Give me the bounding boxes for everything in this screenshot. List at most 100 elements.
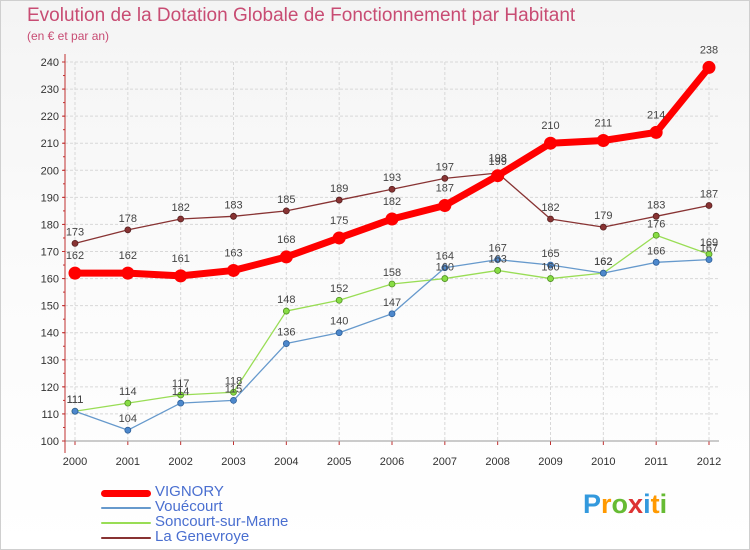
data-label-la-genevroye: 173: [66, 226, 84, 238]
x-tick-label: 2010: [591, 456, 615, 468]
point-soncourt-sur-marne: [335, 296, 343, 304]
data-label-soncourt-sur-marne: 118: [225, 375, 243, 387]
data-label-la-genevroye: 189: [330, 183, 348, 195]
point-la-genevroye: [547, 215, 554, 223]
data-label-vou-court: 114: [172, 386, 190, 398]
point-vou-court: [177, 399, 185, 407]
grid-layer: [65, 61, 719, 442]
point-soncourt-sur-marne: [230, 388, 237, 396]
point-vignory: [438, 198, 452, 212]
point-vou-court: [335, 329, 343, 337]
x-tick-label: 2004: [274, 456, 298, 468]
data-label-vignory: 211: [595, 118, 613, 130]
data-label-vignory: 210: [541, 120, 559, 132]
legend-swatch: [101, 522, 151, 524]
point-la-genevroye: [652, 212, 660, 220]
proxiti-logo: Proxiti: [583, 489, 667, 520]
y-tick-label: 180: [41, 219, 59, 231]
point-vou-court: [71, 407, 79, 415]
y-tick-label: 160: [41, 274, 59, 286]
data-label-vou-court: 167: [700, 243, 718, 255]
y-tick-label: 200: [41, 165, 59, 177]
point-vignory: [332, 231, 346, 245]
data-label-vignory: 198: [488, 153, 506, 165]
point-soncourt-sur-marne: [388, 280, 396, 288]
point-vignory: [649, 125, 663, 139]
data-label-vignory: 182: [383, 196, 401, 208]
logo-letter: o: [611, 489, 629, 519]
data-label-vignory: 238: [700, 44, 718, 56]
point-la-genevroye: [177, 215, 185, 223]
point-vou-court: [705, 256, 713, 264]
point-soncourt-sur-marne: [177, 391, 185, 399]
point-vou-court: [230, 396, 237, 404]
point-la-genevroye: [124, 226, 132, 234]
y-tick-label: 170: [41, 247, 59, 259]
point-soncourt-sur-marne: [547, 275, 554, 282]
point-la-genevroye: [335, 196, 343, 204]
data-label-vou-court: 104: [119, 413, 137, 425]
data-label-soncourt-sur-marne: 163: [488, 253, 506, 265]
point-vou-court: [282, 340, 290, 347]
point-soncourt-sur-marne: [441, 275, 449, 282]
data-label-vignory: 168: [277, 234, 295, 246]
data-label-soncourt-sur-marne: 117: [172, 378, 190, 390]
data-label-vou-court: 140: [330, 316, 348, 328]
y-tick-label: 210: [41, 138, 59, 150]
point-la-genevroye: [388, 185, 396, 193]
x-tick-label: 2008: [485, 456, 509, 468]
data-label-soncourt-sur-marne: 111: [67, 394, 84, 406]
point-soncourt-sur-marne: [124, 399, 132, 407]
y-tick-label: 150: [41, 301, 59, 313]
axis-layer: 100 110 120 130 140 150 160 170 180 190 200 210 220 2…: [41, 54, 721, 468]
y-tick-label: 110: [41, 409, 59, 421]
y-tick-label: 140: [41, 328, 59, 340]
y-tick-label: 120: [41, 382, 59, 394]
point-vou-court: [494, 256, 502, 264]
data-label-vou-court: 162: [594, 256, 612, 268]
chart-title: Evolution de la Dotation Globale de Fonc…: [27, 5, 576, 26]
x-tick-label: 2011: [644, 456, 668, 468]
point-la-genevroye: [282, 207, 290, 215]
logo-letter: r: [601, 489, 612, 519]
data-label-la-genevroye: 185: [277, 194, 295, 206]
logo-letter: P: [583, 489, 602, 519]
point-soncourt-sur-marne: [652, 231, 660, 239]
x-tick-label: 2007: [433, 456, 457, 468]
data-label-soncourt-sur-marne: 114: [119, 386, 137, 398]
data-label-soncourt-sur-marne: 162: [594, 256, 612, 268]
point-la-genevroye: [441, 175, 449, 182]
data-label-la-genevroye: 183: [647, 199, 665, 211]
x-tick-label: 2001: [116, 456, 140, 468]
legend-swatch: [101, 489, 151, 497]
point-vignory: [385, 212, 399, 226]
legend-label: Soncourt-sur-Marne: [155, 513, 289, 530]
data-label-la-genevroye: 187: [700, 188, 718, 200]
data-label-vou-court: 115: [225, 383, 243, 395]
point-soncourt-sur-marne: [494, 267, 502, 274]
x-tick-label: 2000: [63, 456, 87, 468]
y-tick-label: 100: [41, 436, 59, 448]
x-tick-label: 2003: [221, 456, 245, 468]
point-vignory: [279, 250, 293, 264]
data-label-vou-court: 167: [488, 243, 506, 255]
y-tick-label: 190: [41, 192, 59, 204]
logo-letter: t: [650, 489, 660, 519]
data-label-vou-court: 166: [647, 245, 665, 257]
point-la-genevroye: [230, 212, 237, 220]
data-label-la-genevroye: 182: [541, 202, 559, 214]
x-tick-label: 2009: [538, 456, 562, 468]
legend-label: Vouécourt: [155, 498, 223, 515]
data-label-soncourt-sur-marne: 176: [647, 218, 665, 230]
point-vignory: [491, 169, 505, 183]
x-tick-label: 2005: [327, 456, 351, 468]
y-tick-label: 220: [41, 111, 59, 123]
data-label-vou-court: 164: [436, 251, 454, 263]
data-label-la-genevroye: 179: [594, 210, 612, 222]
point-vignory: [596, 134, 610, 148]
point-vou-court: [441, 264, 449, 272]
point-vignory: [227, 263, 240, 277]
data-label-vignory: 162: [119, 250, 137, 262]
data-label-vignory: 175: [330, 215, 348, 227]
